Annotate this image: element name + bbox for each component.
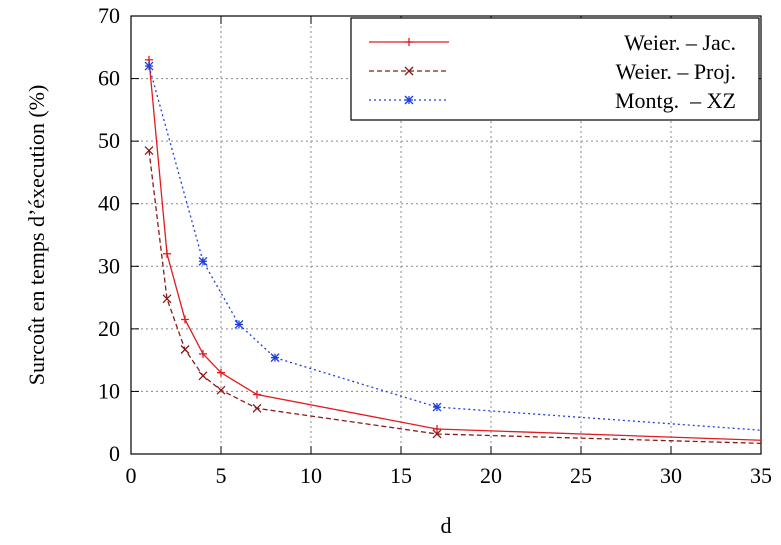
y-tick-label: 60: [98, 66, 120, 91]
data-point: [163, 249, 171, 258]
data-point: [234, 320, 244, 329]
legend-marker-1: [405, 38, 413, 46]
legend-label-1: Weier. – Jac.: [624, 30, 736, 55]
data-point: [162, 294, 172, 304]
data-point: [433, 424, 441, 433]
marker-stroke: [404, 95, 414, 105]
legend-marker-3: [404, 95, 414, 105]
legend-label-3: Montg. – XZ: [615, 88, 736, 113]
y-tick-label: 70: [98, 3, 120, 28]
y-axis-title: Surcoût en temps d’éxecution (%): [24, 85, 49, 386]
marker-stroke: [144, 61, 154, 71]
series-3: [144, 61, 762, 431]
x-tick-label: 25: [570, 463, 592, 488]
axes: [130, 15, 762, 455]
y-tick-label: 50: [98, 128, 120, 153]
grid: [131, 16, 761, 454]
data-point: [217, 368, 225, 377]
data-point: [180, 345, 190, 354]
marker-stroke: [162, 294, 172, 304]
series-line-1: [148, 59, 762, 441]
series-layer: [144, 55, 762, 445]
series-1: [145, 55, 762, 441]
y-tick-label: 30: [98, 253, 120, 278]
x-tick-label: 35: [750, 463, 772, 488]
marker-stroke: [216, 385, 226, 395]
data-point: [144, 146, 154, 155]
y-tick-label: 40: [98, 191, 120, 216]
x-axis-title: d: [441, 513, 452, 538]
data-point: [432, 402, 442, 412]
marker-stroke: [198, 256, 208, 266]
data-point: [270, 353, 280, 363]
data-point: [432, 429, 442, 439]
series-line-3: [148, 65, 762, 431]
x-tick-label: 15: [390, 463, 412, 488]
x-tick-label: 10: [300, 463, 322, 488]
marker-stroke: [234, 320, 244, 329]
y-tick-label: 20: [98, 316, 120, 341]
legend-marker-2: [404, 66, 414, 76]
x-tick-label: 0: [126, 463, 137, 488]
data-point: [198, 371, 208, 381]
data-point: [198, 256, 208, 266]
series-2: [144, 146, 762, 445]
marker-stroke: [270, 353, 280, 363]
y-tick-label: 0: [109, 441, 120, 466]
x-tick-label: 5: [216, 463, 227, 488]
marker-stroke: [432, 402, 442, 412]
marker-stroke: [432, 429, 442, 439]
marker-stroke: [144, 146, 154, 155]
data-point: [252, 403, 262, 413]
data-point: [144, 61, 154, 71]
x-tick-label: 30: [660, 463, 682, 488]
x-tick-label: 20: [480, 463, 502, 488]
marker-stroke: [252, 403, 262, 413]
data-point: [253, 390, 261, 399]
legend: Weier. – Jac. Weier. – Proj. Montg. – XZ: [350, 17, 760, 121]
data-point: [199, 349, 207, 358]
data-point: [216, 385, 226, 395]
marker-stroke: [198, 371, 208, 381]
legend-label-2: Weier. – Proj.: [616, 59, 736, 84]
marker-stroke: [180, 345, 190, 354]
legend-box: [350, 17, 760, 121]
plot-frame: [130, 15, 762, 455]
y-tick-label: 10: [98, 378, 120, 403]
data-point: [181, 315, 189, 324]
marker-stroke: [404, 66, 414, 76]
series-line-2: [148, 150, 762, 445]
